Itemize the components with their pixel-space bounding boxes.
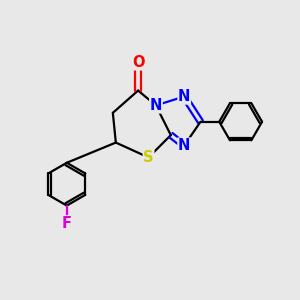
Text: N: N xyxy=(178,138,190,153)
Text: F: F xyxy=(62,216,72,231)
Text: S: S xyxy=(143,150,154,165)
Text: O: O xyxy=(132,55,144,70)
Text: N: N xyxy=(150,98,162,113)
Text: N: N xyxy=(178,89,190,104)
